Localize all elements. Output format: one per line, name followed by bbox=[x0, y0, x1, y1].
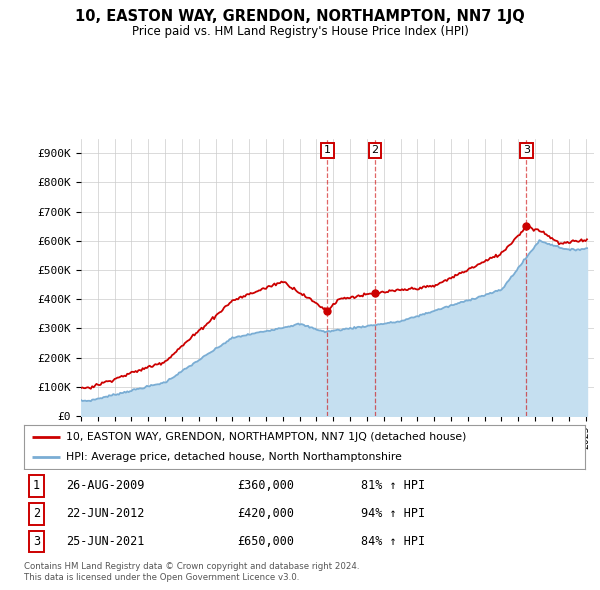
Text: 3: 3 bbox=[523, 145, 530, 155]
Text: Contains HM Land Registry data © Crown copyright and database right 2024.: Contains HM Land Registry data © Crown c… bbox=[24, 562, 359, 571]
Text: HPI: Average price, detached house, North Northamptonshire: HPI: Average price, detached house, Nort… bbox=[66, 452, 402, 462]
Text: 3: 3 bbox=[33, 535, 40, 548]
Text: 1: 1 bbox=[33, 480, 40, 493]
Text: 81% ↑ HPI: 81% ↑ HPI bbox=[361, 480, 425, 493]
Text: 22-JUN-2012: 22-JUN-2012 bbox=[66, 507, 145, 520]
Text: 26-AUG-2009: 26-AUG-2009 bbox=[66, 480, 145, 493]
Text: £420,000: £420,000 bbox=[237, 507, 294, 520]
Text: 94% ↑ HPI: 94% ↑ HPI bbox=[361, 507, 425, 520]
Text: Price paid vs. HM Land Registry's House Price Index (HPI): Price paid vs. HM Land Registry's House … bbox=[131, 25, 469, 38]
Text: £650,000: £650,000 bbox=[237, 535, 294, 548]
Text: 25-JUN-2021: 25-JUN-2021 bbox=[66, 535, 145, 548]
Text: 10, EASTON WAY, GRENDON, NORTHAMPTON, NN7 1JQ: 10, EASTON WAY, GRENDON, NORTHAMPTON, NN… bbox=[75, 9, 525, 24]
Text: 10, EASTON WAY, GRENDON, NORTHAMPTON, NN7 1JQ (detached house): 10, EASTON WAY, GRENDON, NORTHAMPTON, NN… bbox=[66, 432, 466, 442]
Text: This data is licensed under the Open Government Licence v3.0.: This data is licensed under the Open Gov… bbox=[24, 573, 299, 582]
Text: £360,000: £360,000 bbox=[237, 480, 294, 493]
Text: 1: 1 bbox=[324, 145, 331, 155]
Text: 2: 2 bbox=[371, 145, 379, 155]
Text: 2: 2 bbox=[33, 507, 40, 520]
Text: 84% ↑ HPI: 84% ↑ HPI bbox=[361, 535, 425, 548]
